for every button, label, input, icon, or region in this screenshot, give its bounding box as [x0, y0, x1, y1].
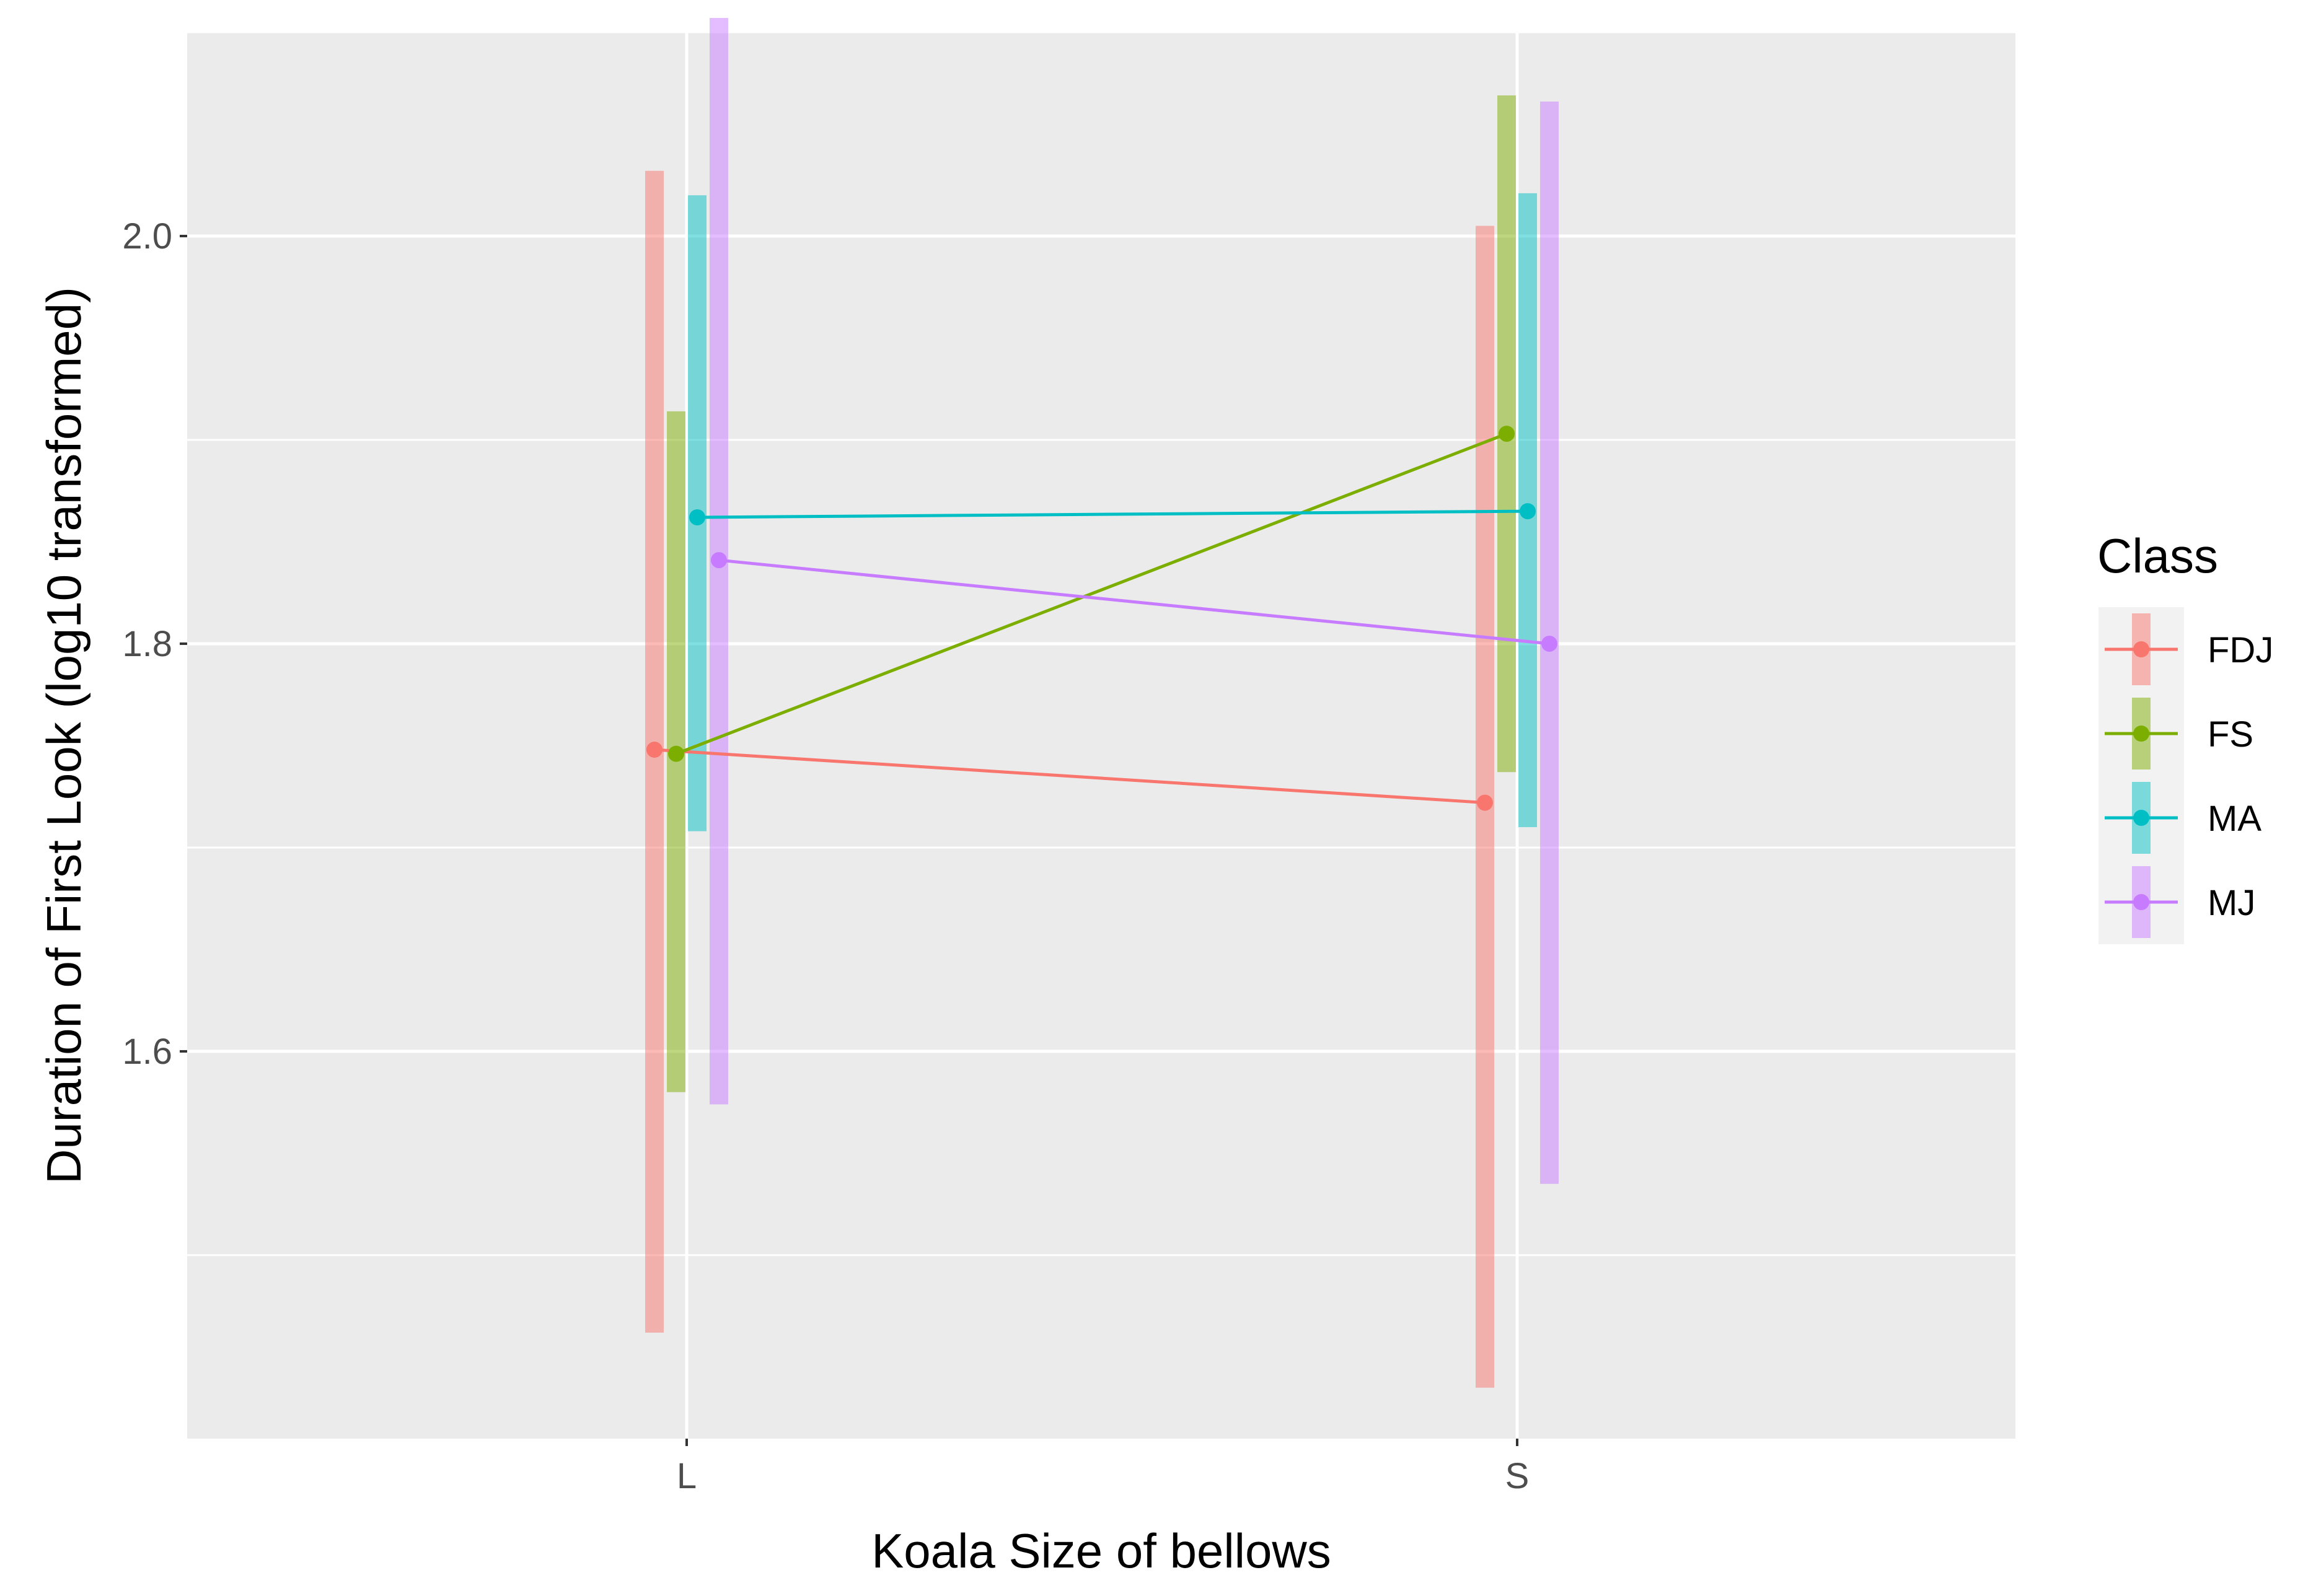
y-tick-label: 2.0 [122, 216, 172, 256]
series-line-fs [676, 432, 1507, 755]
y-axis-ticks: 1.6 1.8 2.0 [122, 216, 187, 1072]
legend-key-point [2133, 641, 2149, 657]
legend: Class FDJ FS MA MJ [2097, 528, 2273, 944]
legend-key-point [2133, 726, 2149, 742]
data-point-fs-l [668, 745, 684, 762]
legend-label-fs: FS [2208, 714, 2253, 755]
x-tick-label: L [677, 1456, 697, 1496]
major-gridlines [187, 32, 2015, 1439]
legend-title: Class [2097, 528, 2218, 583]
plot-panel [187, 32, 2015, 1439]
series-line-fdj [654, 748, 1486, 805]
series-points [646, 426, 1557, 811]
data-point-mj-l [711, 552, 727, 569]
y-tick-label: 1.8 [122, 624, 172, 664]
x-axis-title: Koala Size of bellows [871, 1524, 1331, 1578]
x-tick-label: S [1505, 1456, 1530, 1496]
data-point-ma-s [1520, 503, 1536, 520]
legend-key-point [2133, 810, 2149, 826]
legend-label-mj: MJ [2208, 883, 2255, 923]
data-point-fs-s [1499, 426, 1515, 442]
data-point-mj-s [1541, 635, 1557, 652]
data-point-ma-l [689, 509, 705, 525]
data-point-fdj-l [646, 742, 663, 758]
legend-key-point [2133, 894, 2149, 910]
legend-label-fdj: FDJ [2208, 630, 2273, 670]
series-line-mj [718, 558, 1550, 646]
data-point-fdj-s [1477, 794, 1493, 811]
series-line-ma [697, 509, 1528, 519]
legend-label-ma: MA [2208, 799, 2261, 839]
series-lines [654, 432, 1550, 805]
y-tick-label: 1.6 [122, 1032, 172, 1072]
minor-gridlines [187, 31, 2015, 1256]
legend-keys: FDJ FS MA MJ [2098, 607, 2273, 944]
y-axis-title: Duration of First Look (log10 transforme… [37, 287, 91, 1184]
